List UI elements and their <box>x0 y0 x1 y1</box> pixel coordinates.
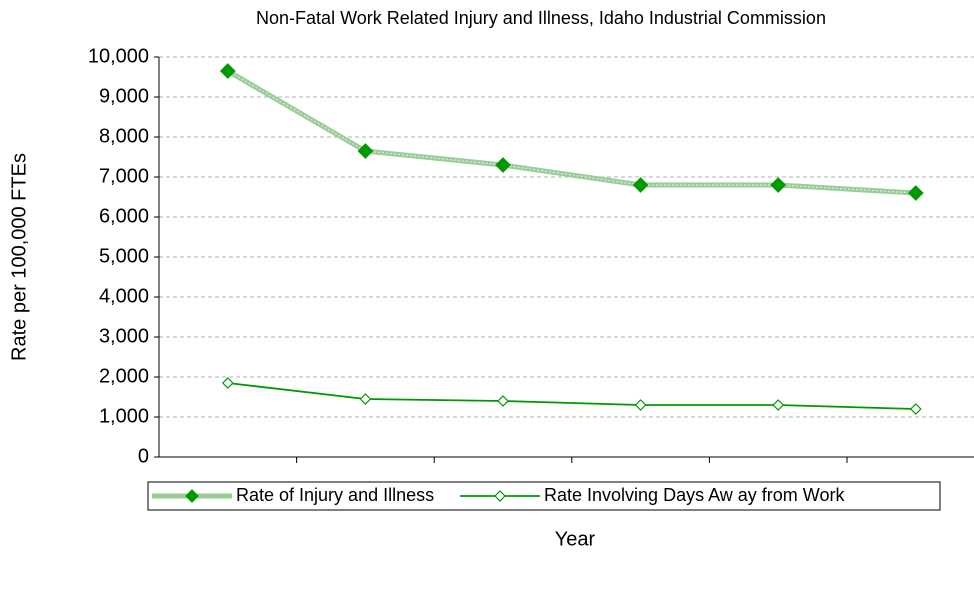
y-tick-label: 1,000 <box>99 405 149 427</box>
marker <box>770 177 787 193</box>
y-tick-label: 4,000 <box>99 285 149 307</box>
y-tick-label: 9,000 <box>99 85 149 107</box>
series-line <box>227 382 916 410</box>
y-tick-label: 5,000 <box>99 245 149 267</box>
marker <box>497 395 509 407</box>
y-tick-label: 6,000 <box>99 205 149 227</box>
legend-marker <box>185 489 199 503</box>
chart-title: Non-Fatal Work Related Injury and Illnes… <box>256 8 826 28</box>
y-axis-label: Rate per 100,000 FTEs <box>8 153 30 361</box>
marker <box>909 403 922 415</box>
marker <box>634 399 647 411</box>
marker <box>772 399 785 411</box>
y-tick-label: 3,000 <box>99 325 149 347</box>
marker <box>495 157 511 173</box>
legend-marker <box>494 490 506 502</box>
y-tick-label: 10,000 <box>88 45 149 67</box>
marker <box>632 177 649 193</box>
marker <box>221 377 234 389</box>
legend-box <box>147 481 941 511</box>
marker <box>907 185 924 201</box>
marker <box>359 393 372 405</box>
legend-label: Rate Involving Days Aw ay from Work <box>544 485 845 505</box>
x-axis-label: Year <box>555 528 596 550</box>
marker <box>357 143 374 159</box>
legend-label: Rate of Injury and Illness <box>236 485 434 505</box>
y-tick-label: 2,000 <box>99 365 149 387</box>
y-tick-label: 0 <box>138 445 149 467</box>
y-tick-label: 7,000 <box>99 165 149 187</box>
marker <box>219 63 236 79</box>
series-line <box>226 68 916 196</box>
y-tick-label: 8,000 <box>99 125 149 147</box>
series-line-texture <box>227 70 916 194</box>
